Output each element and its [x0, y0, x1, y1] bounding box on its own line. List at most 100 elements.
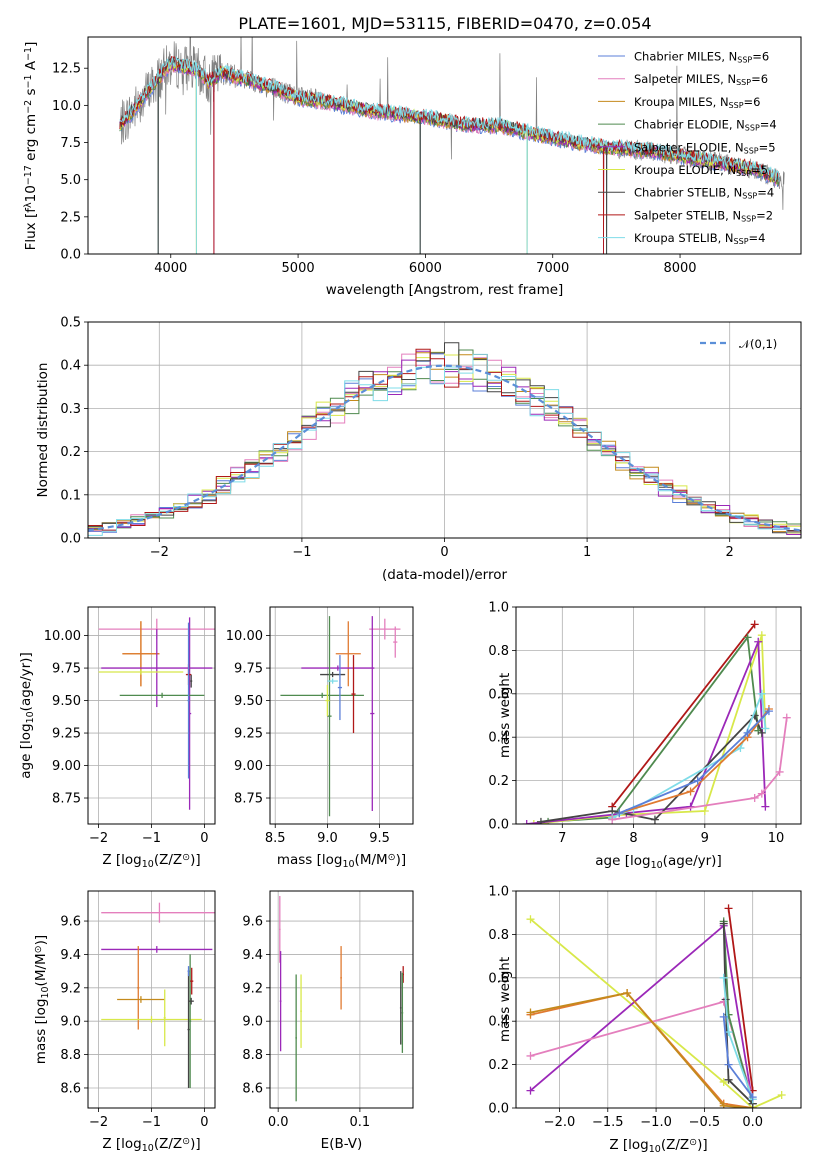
weight-point	[536, 817, 545, 824]
x-tick-label: −1	[142, 1115, 161, 1130]
axes-frame	[87, 321, 802, 539]
weight-series-5	[611, 693, 767, 819]
weight-point	[743, 728, 752, 737]
x-tick-label: −1	[292, 545, 311, 560]
weight-point	[748, 1093, 757, 1102]
weight-point	[719, 1077, 728, 1086]
plot-area-residuals	[88, 342, 801, 536]
weight-point	[750, 793, 759, 802]
y-tick-label: 9.50	[52, 694, 81, 709]
weight-series-2	[533, 634, 767, 824]
x-tick-label: −2	[89, 831, 108, 846]
legend-entry: Kroupa ELODIE, NSSP=5	[634, 163, 768, 178]
x-tick-label: −0.5	[689, 1115, 721, 1130]
x-axis-label: Z [log10(Z/Z⊙)]	[609, 1137, 707, 1155]
legend-entry: Kroupa STELIB, NSSP=4	[634, 231, 765, 246]
weight-point	[608, 815, 617, 824]
y-tick-label: 1.0	[488, 601, 509, 616]
y-tick-label: 9.50	[234, 694, 263, 709]
x-tick-label: 0	[200, 1115, 208, 1130]
panel-weight_vs_age: 7 8 9 10 0.0 0.2 0.4 0.6 0.8 1.0 age [log10(age/yr…	[488, 601, 802, 871]
weight-point	[750, 620, 759, 629]
y-tick-label: 9.2	[242, 981, 263, 996]
y-tick-label: 0.4	[488, 1015, 509, 1030]
weight-point	[526, 1086, 535, 1095]
weight-point	[757, 789, 766, 798]
y-tick-label: 0.4	[488, 731, 509, 746]
plot-area-weight_vs_age	[522, 620, 791, 824]
x-axis-label: E(B-V)	[321, 1136, 363, 1152]
x-tick-label: 2	[726, 545, 734, 560]
x-tick-label: −1.5	[592, 1115, 624, 1130]
x-tick-label: 9.0	[317, 831, 338, 846]
x-tick-label: 1	[583, 545, 591, 560]
y-tick-label: 8.75	[52, 792, 81, 807]
y-tick-label: 7.5	[60, 136, 81, 151]
histogram-5	[88, 351, 801, 528]
y-tick-label: 9.4	[242, 948, 263, 963]
x-tick-label: 0	[440, 545, 448, 560]
weight-point	[724, 1060, 733, 1069]
plot-area-mass_vs_Z	[101, 902, 215, 1088]
x-tick-label: −1.0	[640, 1115, 672, 1130]
weight-point	[754, 637, 763, 646]
weight-series-0	[611, 623, 756, 808]
y-tick-label: 0.6	[488, 971, 509, 986]
x-axis-label: wavelength [Angstrom, rest frame]	[326, 282, 564, 298]
y-tick-label: 10.0	[52, 99, 81, 114]
y-tick-label: 9.0	[242, 1015, 263, 1030]
weight-series-1	[529, 923, 754, 1104]
weight-point	[757, 728, 766, 737]
x-tick-label: 7000	[536, 261, 569, 276]
x-tick-label: 4000	[154, 261, 187, 276]
panel-mass_vs_Z: −2 −1 0 8.6 8.8 9.0 9.2 9.4 9.6 Z [log10(Z/Z⊙)] ma…	[33, 890, 216, 1154]
y-axis-label: mass weight	[497, 673, 513, 758]
y-tick-label: 5.0	[60, 173, 81, 188]
y-tick-label: 9.25	[234, 727, 263, 742]
x-tick-label: 0.1	[350, 1115, 371, 1130]
legend-entry: Salpeter STELIB, NSSP=2	[634, 208, 773, 223]
x-tick-label: 9	[701, 831, 709, 846]
axes-frame	[87, 36, 802, 255]
x-tick-label: −1	[142, 831, 161, 846]
x-axis-label: Z [log10(Z/Z⊙)]	[102, 1136, 200, 1154]
weight-point	[686, 787, 695, 796]
x-tick-label: 9.5	[369, 831, 390, 846]
x-axis-label: age [log10(age/yr)]	[595, 853, 721, 871]
axes-frame	[269, 890, 414, 1109]
panel-age_vs_mass: 8.5 9.0 9.5 8.75 9.00 9.25 9.50 9.75 10.00 mass […	[226, 606, 414, 870]
y-tick-label: 0.2	[488, 774, 509, 789]
weight-point	[719, 973, 728, 982]
y-tick-label: 0.0	[488, 818, 509, 833]
weight-series-2	[530, 1000, 754, 1100]
axes-frame	[87, 890, 216, 1109]
y-tick-label: 0.3	[60, 402, 81, 417]
model-spectrum-4	[119, 60, 780, 254]
weight-point	[615, 809, 624, 818]
weight-series-0	[529, 918, 783, 1108]
weight-series-4	[540, 713, 763, 823]
weight-series-5	[727, 908, 754, 1091]
legend-entry: Salpeter MILES, NSSP=6	[634, 72, 768, 87]
weight-point	[724, 904, 733, 913]
x-tick-label: 8.5	[265, 831, 286, 846]
normal-reference-curve	[88, 364, 801, 532]
y-tick-label: 1.0	[488, 885, 509, 900]
panel-residuals: −2 −1 0 1 2 0.0 0.1 0.2 0.3 0.4 0.5 𝒩(0,1) (data-mod…	[35, 316, 802, 583]
legend-entry: Chabrier ELODIE, NSSP=4	[634, 118, 777, 133]
weight-series-7	[722, 923, 754, 1105]
x-tick-label: 8	[629, 831, 637, 846]
weight-point	[761, 802, 770, 811]
y-tick-label: 8.6	[242, 1081, 263, 1096]
legend-entry: Kroupa MILES, NSSP=6	[634, 95, 760, 110]
x-tick-label: 0	[200, 831, 208, 846]
weight-point	[736, 744, 745, 753]
y-tick-label: 9.00	[234, 759, 263, 774]
weight-point	[775, 767, 784, 776]
plot-area-spectrum	[119, 37, 785, 254]
legend-entry: Chabrier MILES, NSSP=6	[634, 50, 769, 65]
y-axis-label: mass weight	[497, 957, 513, 1042]
y-tick-label: 0.0	[60, 248, 81, 263]
weight-point	[724, 1075, 733, 1084]
